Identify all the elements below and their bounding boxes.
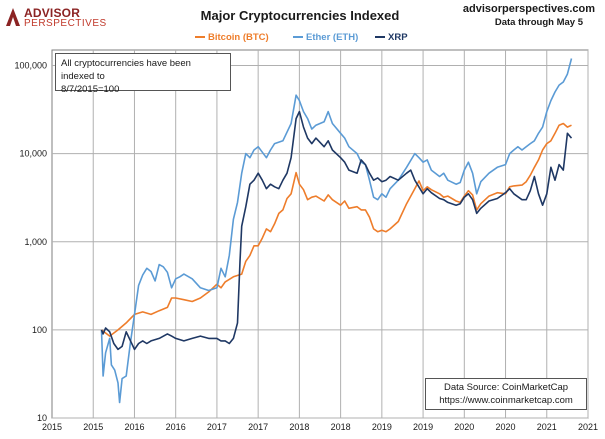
legend-swatch bbox=[293, 36, 303, 39]
legend-item: Bitcoin (BTC) bbox=[195, 32, 269, 43]
y-tick-label: 100,000 bbox=[14, 61, 47, 71]
legend-swatch bbox=[375, 36, 385, 39]
x-tick-label: 2021 bbox=[537, 422, 557, 432]
x-tick-label: 2020 bbox=[454, 422, 474, 432]
x-tick-label: 2015 bbox=[83, 422, 103, 432]
data-through-label: Data through May 5 bbox=[494, 17, 583, 28]
y-tick-label: 10,000 bbox=[19, 149, 47, 159]
logo-line2: PERSPECTIVES bbox=[24, 18, 107, 29]
x-tick-label: 2018 bbox=[331, 422, 351, 432]
advisor-perspectives-logo: ADVISOR PERSPECTIVES bbox=[6, 6, 116, 36]
x-tick-label: 2016 bbox=[166, 422, 186, 432]
chart-title: Major Cryptocurrencies Indexed bbox=[200, 8, 400, 23]
x-tick-label: 2016 bbox=[124, 422, 144, 432]
chart-legend: Bitcoin (BTC) Ether (ETH) XRP bbox=[195, 32, 455, 46]
x-tick-label: 2021 bbox=[578, 422, 598, 432]
y-tick-label: 100 bbox=[32, 325, 47, 335]
data-source-line1: Data Source: CoinMarketCap bbox=[443, 382, 569, 393]
legend-label: Bitcoin (BTC) bbox=[208, 32, 269, 43]
series-line-bitcoin-btc bbox=[101, 122, 572, 337]
legend-label: Ether (ETH) bbox=[306, 32, 359, 43]
data-source-line2: https://www.coinmarketcap.com bbox=[439, 395, 573, 406]
index-note-line2: 8/7/2015=100 bbox=[61, 84, 120, 95]
legend-label: XRP bbox=[388, 32, 408, 43]
legend-item: XRP bbox=[375, 32, 408, 43]
index-note: All cryptocurrencies have been indexed t… bbox=[55, 53, 231, 95]
plot-frame bbox=[51, 49, 589, 419]
x-tick-label: 2017 bbox=[207, 422, 227, 432]
x-tick-label: 2020 bbox=[496, 422, 516, 432]
x-tick-label: 2018 bbox=[289, 422, 309, 432]
x-tick-label: 2015 bbox=[42, 422, 62, 432]
series-line-ether-eth bbox=[100, 58, 573, 404]
data-source-box: Data Source: CoinMarketCap https://www.c… bbox=[425, 378, 587, 410]
x-tick-label: 2019 bbox=[372, 422, 392, 432]
legend-item: Ether (ETH) bbox=[293, 32, 358, 43]
legend-swatch bbox=[195, 36, 205, 39]
logo-mark-icon bbox=[6, 8, 20, 26]
y-tick-label: 10 bbox=[37, 413, 47, 423]
x-tick-label: 2019 bbox=[413, 422, 433, 432]
logo-line1: ADVISOR bbox=[24, 6, 81, 20]
index-note-line1: All cryptocurrencies have been indexed t… bbox=[61, 58, 191, 82]
y-tick-label: 1,000 bbox=[24, 237, 47, 247]
x-tick-label: 2017 bbox=[248, 422, 268, 432]
series-line-xrp bbox=[100, 110, 573, 351]
site-url: advisorperspectives.com bbox=[462, 3, 595, 15]
